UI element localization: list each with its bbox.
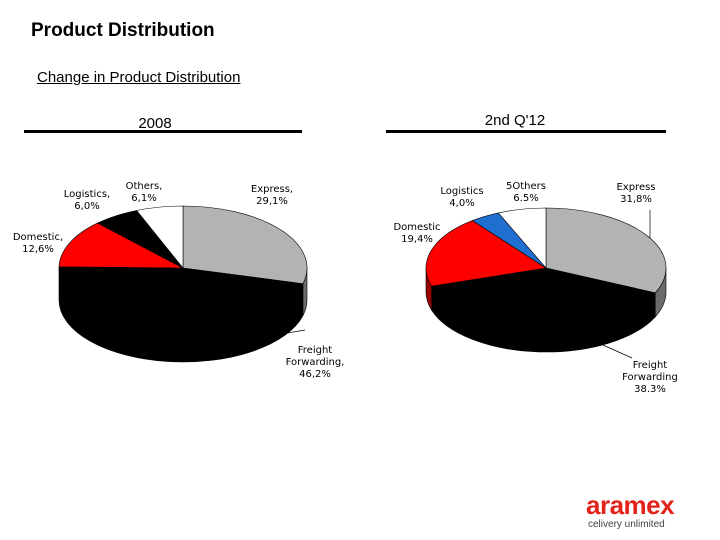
pie-chart-2q12: Express 31,8% Freight Forwarding 38.3% Domest… xyxy=(393,181,677,395)
pie-slice-2q12-5others xyxy=(497,207,547,269)
pie-slice-2q12-express xyxy=(545,207,667,294)
pie-label-2q12-freight: Freight Forwarding 38.3% xyxy=(622,360,678,395)
page-title: Product Distribution xyxy=(31,20,215,41)
aramex-logo: aramex celivery unlimited xyxy=(586,492,696,532)
page-subtitle: Change in Product Distribution xyxy=(37,69,241,86)
chart-title-2008: 2008 xyxy=(138,115,172,132)
pie-leader-2q12-1 xyxy=(519,307,633,359)
pie-label-2008-logistics: Logistics, 6,0% xyxy=(64,189,110,212)
chart-title-rule-2008 xyxy=(24,130,302,133)
pie-slice-2008-freight xyxy=(58,266,304,331)
pie-label-2008-others: Others, 6,1% xyxy=(126,181,163,204)
logo-wordmark: aramex xyxy=(586,490,675,520)
pie-slice-2q12-domestic xyxy=(425,220,547,287)
chart-title-rule-2q12 xyxy=(386,130,666,133)
pie-label-2008-domestic: Domestic, 12,6% xyxy=(13,232,63,255)
pie-slice-2008-domestic xyxy=(58,222,184,269)
pie-label-2q12-express: Express 31,8% xyxy=(616,182,655,205)
pie-slice-2008-others xyxy=(136,205,184,269)
pie-label-2q12-logistics: Logistics 4,0% xyxy=(440,186,483,209)
pie-slice-2q12-freight xyxy=(431,267,656,329)
logo-tagline: celivery unlimited xyxy=(588,519,665,530)
pie-label-2008-express: Express, 29,1% xyxy=(251,184,293,207)
pie-leader-2008-0 xyxy=(217,329,306,346)
chart-title-2q12: 2nd Q'12 xyxy=(484,112,546,129)
pie-slice-2008-express xyxy=(182,205,308,285)
pie-label-2008-freight: Freight Forwarding, 46,2% xyxy=(286,345,345,380)
pie-chart-2008: Express, 29,1% Freight Forwarding, 46,2% Dome… xyxy=(13,181,345,380)
pie-label-2q12-5others: 5Others 6.5% xyxy=(506,181,546,204)
pie-label-2q12-domestic: Domestic 19,4% xyxy=(393,222,440,245)
